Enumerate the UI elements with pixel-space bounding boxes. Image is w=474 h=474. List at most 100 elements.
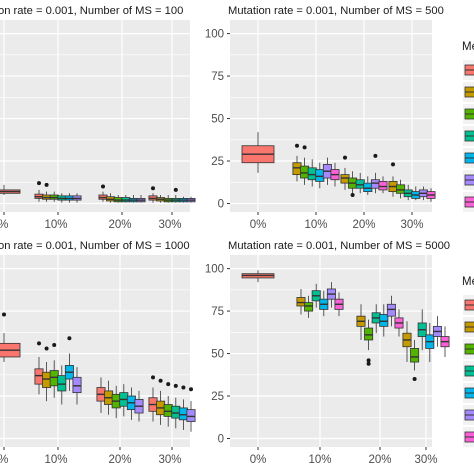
box-20%-series-2: [106, 193, 116, 203]
box-outlier: [189, 387, 193, 392]
legend-title: Me: [462, 276, 474, 288]
box-30%-series-4: [171, 383, 181, 429]
box-30%-series-5: [425, 322, 435, 363]
box-body: [378, 181, 388, 191]
box-outlier: [366, 361, 371, 366]
chart-panel-3: on rate = 0.001, Number of MS = 1000 0% 10…: [0, 240, 196, 466]
box-body: [178, 407, 188, 421]
y-tick-label: 75: [211, 306, 224, 318]
box-body: [296, 297, 306, 307]
box-body: [410, 348, 420, 363]
box-outlier: [44, 182, 49, 187]
box-10%-series-6: [322, 157, 332, 185]
x-tick-label: 30%: [414, 454, 437, 466]
box-20%-series-6: [136, 195, 146, 203]
box-body: [307, 167, 317, 181]
box-body: [72, 376, 82, 394]
box-outlier: [67, 336, 72, 341]
box-outlier: [44, 346, 49, 351]
box-outlier: [391, 162, 395, 167]
x-tick-label: 20%: [352, 219, 375, 231]
box-outlier: [350, 193, 355, 198]
box-outlier: [173, 187, 178, 192]
box-0%-series-1: [0, 312, 21, 363]
x-tick-label: 10%: [44, 454, 67, 466]
box-10%-series-3: [49, 343, 59, 398]
legend-title: Me: [462, 41, 474, 53]
box-10%-series-5: [64, 336, 74, 391]
box-body: [370, 179, 380, 189]
box-20%-series-2: [356, 304, 366, 340]
panel-title: on rate = 0.001, Number of MS = 100: [0, 5, 183, 17]
box-20%-series-5: [363, 176, 373, 196]
box-10%-series-5: [319, 290, 329, 317]
box-20%-series-6: [386, 295, 396, 327]
panel-background: [0, 255, 190, 447]
box-10%-series-7: [334, 292, 344, 317]
box-body: [292, 162, 302, 176]
box-30%-series-1: [148, 375, 158, 422]
x-tick-label: 30%: [158, 219, 181, 231]
box-body: [163, 404, 173, 417]
box-30%-series-7: [426, 188, 436, 202]
y-tick-label: 50: [211, 114, 224, 126]
box-10%-series-2: [292, 143, 302, 182]
box-outlier: [373, 153, 378, 158]
box-body: [355, 179, 365, 189]
box-body: [364, 327, 374, 341]
box-outlier: [412, 377, 417, 382]
box-10%-series-6: [72, 367, 82, 405]
x-tick-label: 30%: [400, 219, 423, 231]
box-body: [315, 169, 325, 182]
box-20%-series-3: [364, 319, 374, 366]
x-tick-label: 20%: [108, 219, 131, 231]
chart-panel-2: Mutation rate = 0.001, Number of MS = 50…: [205, 5, 444, 231]
box-outlier: [37, 181, 41, 186]
box-outlier: [366, 358, 371, 363]
box-30%-series-6: [186, 196, 196, 203]
x-tick-label: 0%: [250, 454, 267, 466]
box-10%-series-7: [330, 162, 340, 187]
box-10%-series-2: [296, 288, 306, 315]
legend-2: Me: [462, 276, 474, 447]
box-10%-series-6: [326, 282, 336, 308]
box-outlier: [37, 341, 41, 346]
box-outlier: [52, 343, 57, 348]
x-tick-label: 20%: [108, 454, 131, 466]
box-10%-series-4: [57, 365, 67, 405]
box-body: [34, 368, 44, 385]
box-20%-series-5: [379, 304, 389, 337]
box-outlier: [158, 378, 163, 383]
x-tick-label: 10%: [304, 219, 327, 231]
box-0%-series-1: [241, 132, 275, 173]
box-10%-series-3: [304, 295, 314, 318]
y-tick-label: 0: [218, 434, 224, 446]
box-outlier: [101, 184, 105, 189]
box-30%-series-5: [178, 385, 188, 431]
box-30%-series-7: [440, 326, 450, 357]
box-body: [396, 184, 406, 194]
panel-title: Mutation rate = 0.001, Number of MS = 50…: [228, 5, 444, 17]
box-20%-series-4: [371, 304, 381, 334]
box-outlier: [295, 143, 299, 148]
box-30%-series-6: [432, 316, 442, 347]
box-body: [386, 303, 396, 317]
box-body: [379, 314, 389, 327]
y-tick-label: 50: [211, 349, 224, 361]
x-tick-label: 30%: [158, 454, 181, 466]
box-30%-series-4: [403, 184, 413, 201]
box-30%-series-2: [402, 321, 412, 363]
box-20%-series-6: [134, 390, 144, 422]
box-10%-series-1: [34, 181, 44, 202]
box-outlier: [343, 155, 347, 160]
box-outlier: [173, 383, 178, 388]
box-body: [340, 174, 350, 184]
box-body: [363, 182, 373, 193]
y-tick-label: 0: [218, 199, 224, 211]
box-30%-series-3: [396, 179, 406, 199]
box-body: [186, 409, 196, 422]
y-tick-label: 100: [205, 264, 224, 276]
panel-title: Mutation rate = 0.001, Number of MS = 50…: [228, 240, 450, 252]
y-tick-label: 75: [211, 71, 224, 83]
box-10%-series-6: [72, 193, 82, 203]
